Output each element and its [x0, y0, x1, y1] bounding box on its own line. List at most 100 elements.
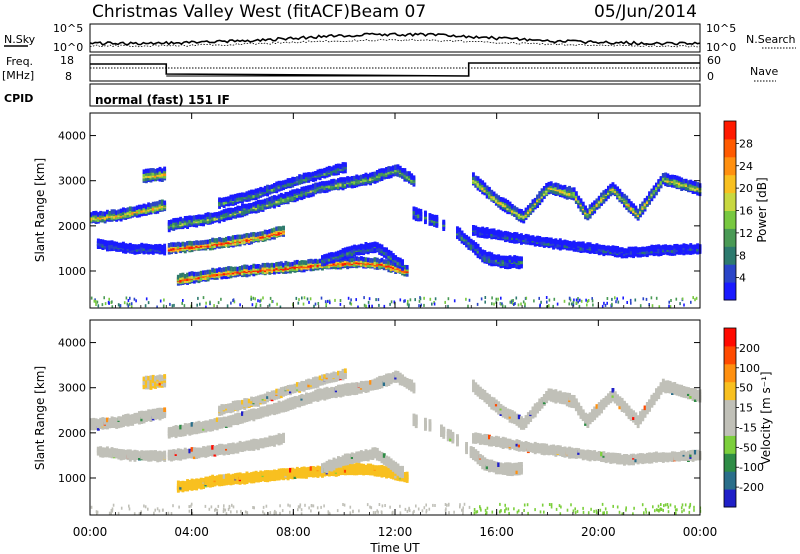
colorbar-swatch: [724, 210, 736, 229]
data-cell: [108, 418, 112, 423]
data-cell: [536, 203, 539, 208]
data-cell: [579, 205, 583, 211]
data-cell: [302, 302, 305, 306]
data-cell: [103, 447, 107, 453]
data-cell: [133, 449, 137, 455]
data-cell: [588, 242, 592, 247]
data-cell: [300, 191, 304, 197]
data-cell: [268, 263, 272, 268]
data-cell: [572, 190, 576, 195]
data-cell: [661, 244, 665, 250]
data-cell: [588, 209, 592, 214]
date-label: 05/Jun/2014: [594, 2, 697, 22]
data-cell: [526, 236, 530, 242]
data-cell: [213, 476, 217, 481]
data-cell: [110, 449, 114, 455]
data-cell: [252, 438, 256, 444]
data-cell: [151, 201, 155, 207]
data-cell: [250, 472, 253, 477]
colorbar-swatch: [724, 282, 736, 301]
data-cell: [117, 416, 121, 421]
data-cell: [291, 473, 295, 479]
data-cell: [215, 480, 219, 486]
data-cell: [611, 190, 615, 196]
data-cell: [302, 188, 306, 194]
data-cell: [90, 423, 93, 428]
data-cell: [176, 247, 180, 253]
data-cell: [95, 303, 97, 306]
data-cell: [556, 302, 559, 306]
data-cell: [680, 186, 684, 191]
data-cell: [268, 196, 272, 202]
data-cell: [615, 300, 617, 304]
data-cell: [286, 191, 290, 197]
data-cell: [593, 209, 597, 214]
data-cell: [94, 219, 98, 224]
data-cell: [433, 302, 436, 306]
data-cell: [601, 304, 604, 308]
data-cell: [176, 274, 180, 280]
data-cell: [302, 267, 306, 273]
data-cell: [403, 271, 407, 277]
data-cell: [254, 413, 258, 419]
data-cell: [298, 395, 302, 400]
data-cell: [147, 171, 151, 176]
data-cell: [405, 265, 409, 270]
data-cell: [611, 302, 613, 306]
data-cell: [683, 303, 685, 307]
data-cell: [268, 473, 272, 479]
data-cell: [332, 181, 336, 186]
data-cell: [126, 413, 130, 419]
data-cell: [347, 296, 350, 300]
data-cell: [208, 448, 212, 453]
y-tick-label: 4000: [58, 130, 86, 143]
data-cell: [282, 407, 285, 413]
data-cell: [213, 418, 217, 423]
data-cell: [668, 180, 672, 186]
data-cell: [575, 301, 578, 305]
data-cell: [275, 402, 279, 408]
data-cell: [195, 421, 199, 427]
data-cell: [520, 256, 523, 261]
data-cell: [603, 301, 605, 305]
data-cell: [524, 304, 526, 308]
data-cell: [263, 204, 267, 210]
data-cell: [195, 447, 199, 453]
data-cell: [689, 182, 693, 188]
data-cell: [481, 257, 485, 263]
data-cell: [323, 181, 327, 186]
data-cell: [504, 198, 507, 204]
data-cell: [520, 209, 523, 214]
data-cell: [220, 476, 224, 482]
data-cell: [170, 426, 173, 432]
data-cell: [375, 465, 379, 470]
data-cell: [259, 303, 262, 307]
data-cell: [167, 430, 171, 436]
noise-tick-bottom-right: 10^0: [706, 41, 736, 54]
data-cell: [423, 296, 425, 300]
data-cell: [245, 272, 249, 278]
data-cell: [483, 227, 487, 233]
data-cell: [302, 260, 306, 265]
data-cell: [286, 471, 290, 476]
data-cell: [682, 182, 686, 187]
data-cell: [542, 189, 546, 194]
data-cell: [147, 409, 151, 414]
data-cell: [213, 449, 217, 454]
data-cell: [659, 183, 663, 189]
data-cell: [634, 208, 638, 213]
data-cell: [378, 303, 380, 307]
data-cell: [529, 235, 533, 241]
data-cell: [186, 485, 189, 490]
data-cell: [144, 168, 148, 174]
data-cell: [110, 422, 114, 428]
data-cell: [634, 246, 638, 251]
data-cell: [159, 299, 162, 303]
data-cell: [289, 400, 292, 405]
data-cell: [151, 171, 155, 176]
data-cell: [375, 176, 379, 181]
data-cell: [252, 478, 256, 484]
data-cell: [668, 304, 670, 308]
data-cell: [618, 252, 622, 257]
data-cell: [300, 466, 304, 472]
